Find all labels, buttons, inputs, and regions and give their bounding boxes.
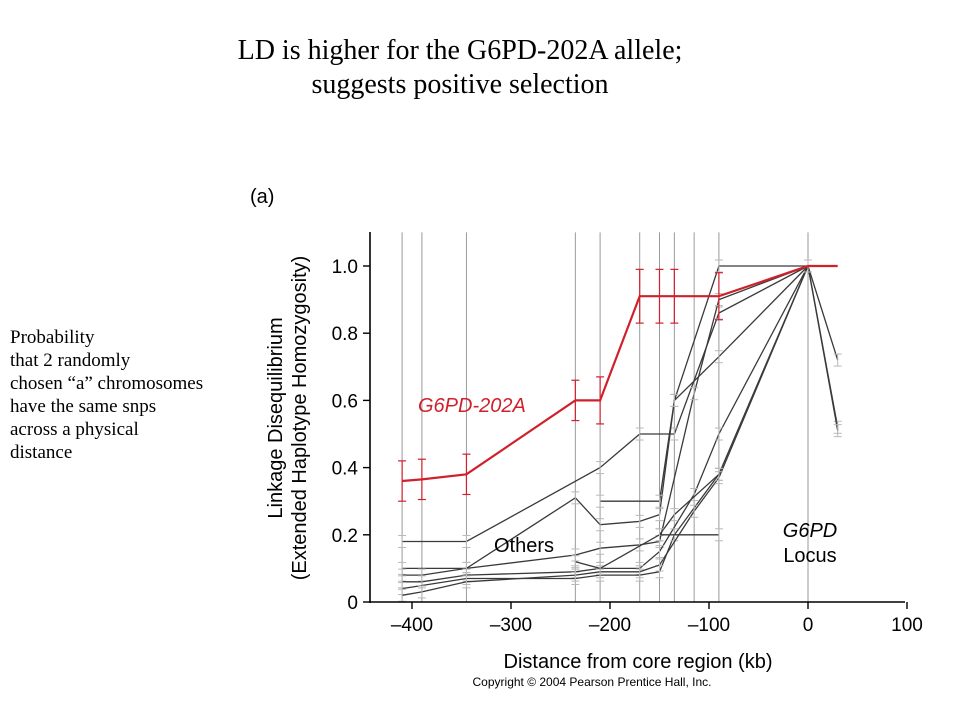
others-label: Others	[494, 535, 554, 557]
y-tick-label: 0.4	[332, 459, 359, 480]
locus-label-word: Locus	[783, 545, 836, 567]
side-note-line: distance	[10, 442, 73, 463]
side-note-line: across a physical	[10, 419, 139, 440]
slide-title: LD is higher for the G6PD-202A allele; s…	[0, 34, 920, 102]
side-note-line: that 2 randomly	[10, 350, 131, 371]
locus-label-gene: G6PD	[783, 520, 837, 542]
panel-label: (a)	[250, 186, 274, 208]
series-others	[398, 259, 842, 589]
series-line	[402, 265, 839, 543]
y-tick-label: 0.8	[332, 324, 358, 345]
series-line	[401, 265, 809, 590]
side-note-line: chosen “a” chromosomes	[10, 373, 204, 394]
series-line	[402, 264, 839, 570]
y-axis-label: Linkage Disequilibrium (Extended Haplotyp…	[265, 256, 311, 581]
y-tick-label: 0	[347, 593, 358, 614]
g6pd-202a-label: G6PD-202A	[418, 395, 526, 417]
side-note: Probability that 2 randomly chosen “a” c…	[10, 326, 270, 464]
y-tick-label: 0.2	[332, 526, 358, 547]
x-tick-label: –300	[490, 615, 532, 636]
copyright-note: Copyright © 2004 Pearson Prentice Hall, …	[473, 675, 712, 689]
side-note-line: have the same snps	[10, 396, 157, 417]
x-tick-label: –100	[688, 615, 730, 636]
x-tick-label: –400	[391, 615, 433, 636]
x-tick-label: 100	[891, 615, 923, 636]
series-line	[402, 265, 809, 576]
y-tick-label: 0.6	[332, 391, 358, 412]
series-g6pd-202a	[398, 264, 838, 502]
x-tick-label: –200	[589, 615, 631, 636]
slide-title-line-2: suggests positive selection	[311, 69, 609, 100]
slide-title-line-1: LD is higher for the G6PD-202A allele;	[237, 35, 683, 66]
y-tick-label: 1.0	[332, 257, 358, 278]
side-note-line: Probability	[10, 327, 95, 348]
x-tick-label: 0	[803, 615, 814, 636]
y-axis-label-line: (Extended Haplotype Homozygosity)	[289, 256, 311, 581]
series-others	[398, 259, 812, 596]
series-line	[401, 265, 809, 596]
series-line	[402, 264, 838, 483]
series-others	[596, 259, 812, 508]
series-others	[398, 259, 812, 582]
series-line	[600, 265, 808, 502]
series-others	[655, 528, 723, 542]
series-others	[398, 259, 842, 575]
series-others	[571, 467, 723, 575]
series-others	[398, 259, 812, 602]
x-axis-label: Distance from core region (kb)	[504, 651, 773, 673]
y-axis-label-line: Linkage Disequilibrium	[265, 317, 287, 518]
series-line	[402, 264, 839, 583]
